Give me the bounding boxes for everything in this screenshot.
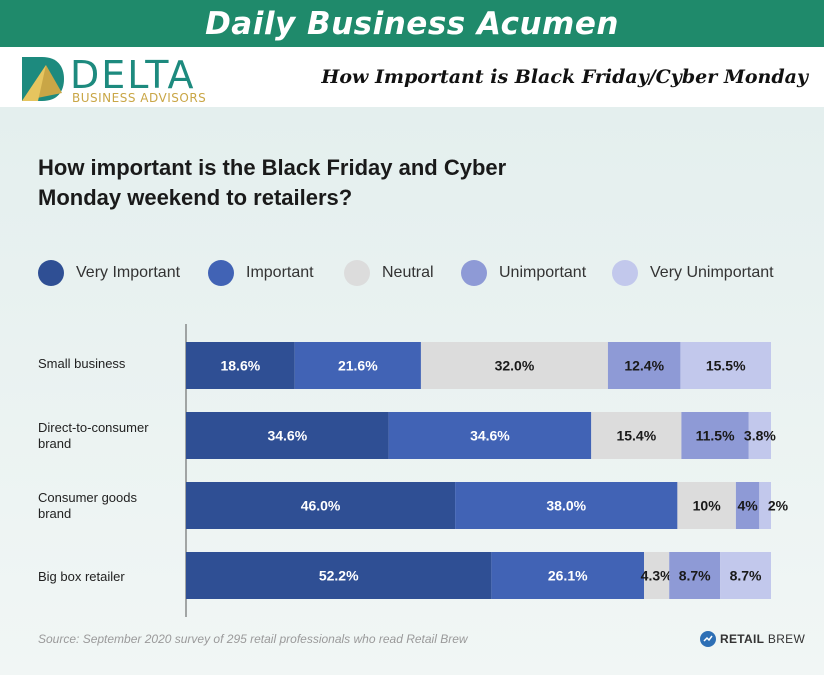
bar-segment [591,412,682,459]
bar-segment [607,342,681,389]
bar-segment [420,342,608,389]
legend-item-unimportant: Unimportant [461,258,586,288]
bar-segment [491,552,645,599]
legend-item-important: Important [208,258,314,288]
bar-segment [681,412,749,459]
legend-label: Very Important [76,264,181,281]
legend-label: Unimportant [499,264,587,281]
logo-tagline: BUSINESS ADVISORS [72,91,207,105]
legend-swatch [208,260,234,286]
data-label: 11.5% [696,428,735,444]
data-label: 34.6% [470,428,510,444]
bar-segment [186,482,456,529]
data-label: 4% [737,498,758,514]
legend-item-very-unimportant: Very Unimportant [612,258,774,288]
legend-item-neutral: Neutral [344,258,434,288]
data-label: 15.5% [706,358,746,374]
data-label: 8.7% [679,568,711,584]
retail-brew-icon [700,631,716,647]
logo-wordmark: DELTA [70,53,196,97]
category-label-direct-to-consumer: Direct-to-consumer brand [38,420,149,451]
banner-title: Daily Business Acumen [205,5,619,42]
delta-logo-icon [22,57,64,101]
retail-brew-brand: Retail Brew [700,631,805,647]
data-label: 34.6% [267,428,307,444]
legend-label: Very Unimportant [650,264,774,281]
bar-segment [680,342,771,389]
data-label: 52.2% [319,568,359,584]
bar-segment [388,412,592,459]
delta-logo: DELTA BUSINESS ADVISORS [18,53,218,105]
data-label: 18.6% [220,358,260,374]
bar-segment [759,482,771,529]
bar-segment [677,482,736,529]
category-label-consumer-goods: Consumer goods brand [38,490,137,521]
data-label: 32.0% [495,358,535,374]
brand-suffix: Brew [767,632,806,646]
retail-brew-wordmark: Retail Brew [720,632,805,646]
bar-segment [186,412,389,459]
category-label-small-business: Small business [38,356,126,371]
data-label: 15.4% [616,428,656,444]
bar-segment [748,412,771,459]
header: DELTA BUSINESS ADVISORS [0,47,824,107]
brand-prefix: Retail [720,632,765,646]
data-label: 46.0% [301,498,341,514]
data-label: 10% [693,498,722,514]
legend-label: Important [246,264,314,281]
bar-segment [735,482,760,529]
bar-segment [294,342,421,389]
bar-segment [644,552,670,599]
banner: Daily Business Acumen [0,0,824,47]
chart-title: How important is the Black Friday and Cy… [38,155,507,210]
data-label: 8.7% [730,568,762,584]
category-label-big-box: Big box retailer [38,569,125,584]
data-label: 2% [768,498,789,514]
chart-legend: Very Important Important Neutral Unimpor… [38,258,818,288]
data-label: 21.6% [338,358,378,374]
data-label: 4.3% [641,568,673,584]
page-subtitle: How Important is Black Friday/Cyber Mond… [321,66,808,88]
data-label: 12.4% [624,358,664,374]
bar-segment [186,552,492,599]
bar-segment [186,342,295,389]
bar-segment [455,482,678,529]
legend-label: Neutral [382,264,434,281]
bar-segment [669,552,721,599]
data-label: 38.0% [546,498,586,514]
legend-swatch [344,260,370,286]
legend-item-very-important: Very Important [38,258,180,288]
legend-swatch [461,260,487,286]
legend-swatch [612,260,638,286]
data-label: 3.8% [744,428,776,444]
legend-swatch [38,260,64,286]
bar-segment [720,552,771,599]
source-note: Source: September 2020 survey of 295 ret… [38,632,468,646]
data-label: 26.1% [548,568,588,584]
